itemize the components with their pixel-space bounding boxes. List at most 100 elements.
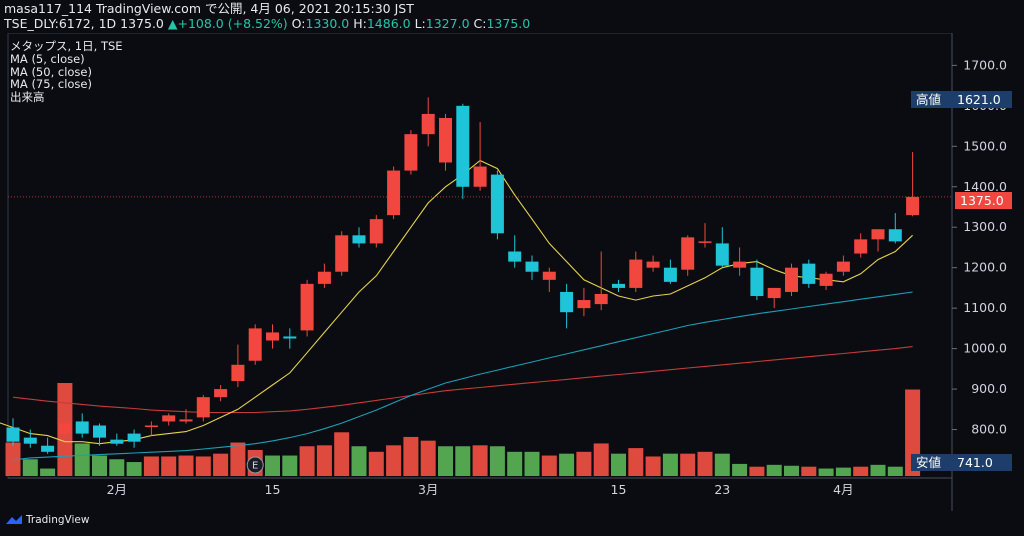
- tradingview-watermark[interactable]: TradingView: [6, 514, 89, 526]
- plot-frame: [7, 33, 953, 479]
- volume-bar: [732, 463, 748, 476]
- candle-body: [127, 433, 141, 442]
- x-tick-label: 4月: [833, 482, 853, 497]
- ma5-line: [0, 159, 913, 445]
- open-value: 1330.0: [305, 16, 350, 31]
- x-tick-label: 23: [714, 482, 730, 497]
- y-tick-label: 1400.0: [963, 179, 1007, 194]
- candle-body: [144, 425, 158, 427]
- volume-bar: [40, 468, 56, 476]
- volume-bar: [611, 453, 626, 476]
- candle-body: [888, 229, 902, 242]
- ma75-line: [12, 346, 913, 414]
- y-tick-label: 1700.0: [963, 57, 1007, 72]
- volume-bar: [870, 464, 886, 476]
- price-chart[interactable]: 800.0 900.0 1000.0 1100.0 1200.0 1300.0 1400.0…: [0, 33, 1024, 536]
- candle-body: [473, 166, 487, 187]
- volume-bar: [472, 445, 488, 476]
- legend-volume[interactable]: 出来高: [10, 90, 45, 105]
- candle-body: [110, 439, 124, 444]
- candle-body: [594, 293, 608, 305]
- indicator-legend: メタップス, 1日, TSE MA (5, close) MA (50, clo…: [10, 40, 123, 104]
- candle-body: [785, 267, 798, 292]
- volume-bar: [368, 451, 384, 476]
- legend-symbol-title[interactable]: メタップス, 1日, TSE: [10, 39, 123, 53]
- candle-body: [490, 174, 504, 234]
- candle-body: [248, 328, 262, 361]
- volume-bar: [645, 456, 661, 476]
- candle-body: [75, 421, 89, 434]
- volume-bar: [265, 455, 280, 476]
- candle-body: [439, 117, 452, 163]
- volume-bar: [92, 455, 107, 476]
- volume-bar: [541, 455, 557, 476]
- candle-body: [283, 336, 297, 339]
- volume-bar: [455, 446, 471, 476]
- candle-body: [646, 261, 660, 268]
- y-tick-label: 1100.0: [963, 300, 1007, 315]
- volume-bar: [195, 456, 211, 476]
- high-value: 1486.0: [366, 16, 411, 31]
- volume-bar: [662, 453, 678, 476]
- last-price-label: 1375.0: [955, 192, 1012, 209]
- candle-body: [525, 261, 539, 272]
- candle-body: [317, 271, 331, 284]
- candle-body: [352, 235, 366, 244]
- y-tick-label: 1000.0: [963, 341, 1007, 356]
- legend-ma5[interactable]: MA (5, close): [10, 51, 85, 66]
- candle-body: [335, 235, 349, 272]
- low-value: 1327.0: [425, 16, 470, 31]
- high-price-label: 高値 1621.0: [911, 91, 1012, 108]
- candle-body: [663, 267, 677, 282]
- ohlc-info: TSE_DLY:6172, 1D 1375.0 ▲+108.0 (+8.52%)…: [4, 16, 1014, 31]
- volume-bar: [334, 432, 350, 476]
- chart-area[interactable]: 800.0 900.0 1000.0 1100.0 1200.0 1300.0 1400.0…: [0, 33, 1024, 536]
- y-tick-label: 1300.0: [963, 219, 1007, 234]
- volume-bar: [818, 468, 834, 476]
- volume-bar: [386, 445, 402, 476]
- candle-body: [421, 113, 435, 135]
- candle-body: [612, 283, 625, 288]
- volume-bar: [628, 448, 644, 476]
- volume-bar: [22, 459, 38, 476]
- candle-body: [542, 271, 556, 280]
- candle-body: [906, 196, 920, 216]
- x-tick-label: 15: [611, 482, 627, 497]
- high-label-text: 高値: [916, 92, 942, 107]
- close-label: C:: [473, 16, 487, 31]
- candle-body: [767, 287, 781, 299]
- volume-bar: [109, 459, 125, 476]
- volume-bar: [576, 451, 592, 476]
- candle-body: [854, 239, 868, 254]
- ma50-line: [12, 291, 913, 461]
- legend-ma75[interactable]: MA (75, close): [10, 77, 92, 92]
- candle-body: [23, 437, 37, 444]
- candle-body: [6, 427, 20, 442]
- legend-ma50[interactable]: MA (50, close): [10, 64, 92, 79]
- volume-bar: [559, 453, 575, 476]
- volume-bar: [887, 466, 903, 476]
- candle-body: [629, 259, 643, 288]
- y-tick-label: 1200.0: [963, 260, 1007, 275]
- volume-bar: [714, 453, 730, 476]
- candle-body: [456, 105, 470, 187]
- high-label-value: 1621.0: [957, 92, 1001, 107]
- x-tick-label: 15: [265, 482, 281, 497]
- volume-bar: [161, 456, 177, 476]
- volume-bar: [230, 442, 246, 476]
- change-value: +108.0 (+8.52%): [177, 16, 288, 31]
- candle-body: [508, 251, 522, 262]
- candle-body: [300, 283, 314, 331]
- candle-body: [404, 134, 418, 171]
- volume-bar: [438, 446, 453, 476]
- open-label: O:: [291, 16, 306, 31]
- candle-body: [577, 300, 591, 309]
- earnings-marker-label: E: [252, 461, 258, 472]
- volume-bar: [351, 446, 367, 476]
- volume-bar: [143, 456, 159, 476]
- volume-bar: [178, 455, 194, 476]
- y-tick-label: 900.0: [971, 381, 1007, 396]
- low-price-label: 安値 741.0: [911, 454, 1012, 471]
- volume-bar: [784, 465, 799, 476]
- volume-bar: [299, 446, 315, 476]
